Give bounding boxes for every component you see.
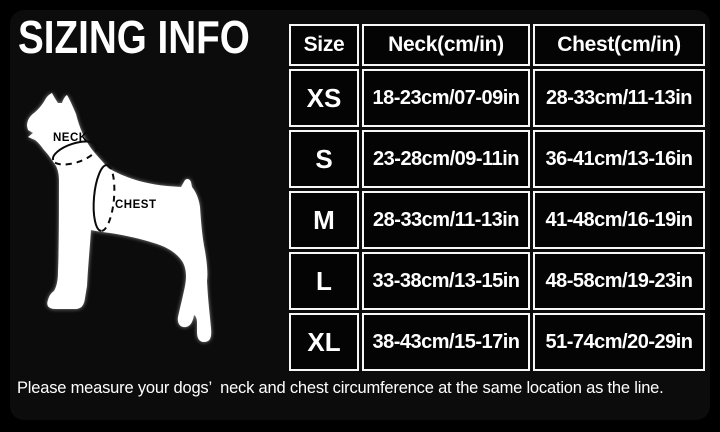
size-cell: XL <box>289 313 359 371</box>
size-cell: S <box>289 130 359 188</box>
chest-measure-line-dashed <box>100 164 116 232</box>
chest-measure-line-solid <box>92 164 108 232</box>
table-row-xs: XS 18-23cm/07-09in 28-33cm/11-13in <box>289 69 705 127</box>
col-header-size: Size <box>289 24 359 66</box>
neck-cell: 33-38cm/13-15in <box>362 252 530 310</box>
chest-cell: 41-48cm/16-19in <box>533 191 705 249</box>
col-header-chest: Chest(cm/in) <box>533 24 705 66</box>
dog-measurement-diagram: NECK CHEST <box>15 80 285 370</box>
table-row-xl: XL 38-43cm/15-17in 51-74cm/20-29in <box>289 313 705 371</box>
chest-cell: 48-58cm/19-23in <box>533 252 705 310</box>
footer-note: Please measure your dogs’ neck and chest… <box>17 379 664 397</box>
size-cell: L <box>289 252 359 310</box>
chest-cell: 36-41cm/13-16in <box>533 130 705 188</box>
neck-label: NECK <box>53 132 88 144</box>
dog-diagram-svg: NECK CHEST <box>27 93 212 342</box>
neck-cell: 28-33cm/11-13in <box>362 191 530 249</box>
table-row-m: M 28-33cm/11-13in 41-48cm/16-19in <box>289 191 705 249</box>
dog-silhouette <box>27 93 212 342</box>
table-row-s: S 23-28cm/09-11in 36-41cm/13-16in <box>289 130 705 188</box>
size-cell: M <box>289 191 359 249</box>
header-row: Size Neck(cm/in) Chest(cm/in) <box>289 24 705 66</box>
neck-cell: 38-43cm/15-17in <box>362 313 530 371</box>
col-header-neck: Neck(cm/in) <box>362 24 530 66</box>
sizing-table-container: Size Neck(cm/in) Chest(cm/in) XS 18-23cm… <box>286 21 708 374</box>
size-cell: XS <box>289 69 359 127</box>
table-row-l: L 33-38cm/13-15in 48-58cm/19-23in <box>289 252 705 310</box>
page-title: SIZING INFO <box>18 11 250 63</box>
neck-measure-line-solid <box>51 140 98 161</box>
neck-cell: 23-28cm/09-11in <box>362 130 530 188</box>
chest-label: CHEST <box>115 199 156 211</box>
neck-cell: 18-23cm/07-09in <box>362 69 530 127</box>
sizing-table: Size Neck(cm/in) Chest(cm/in) XS 18-23cm… <box>286 21 708 374</box>
neck-measure-line-dashed <box>52 145 99 166</box>
chest-cell: 51-74cm/20-29in <box>533 313 705 371</box>
chest-cell: 28-33cm/11-13in <box>533 69 705 127</box>
